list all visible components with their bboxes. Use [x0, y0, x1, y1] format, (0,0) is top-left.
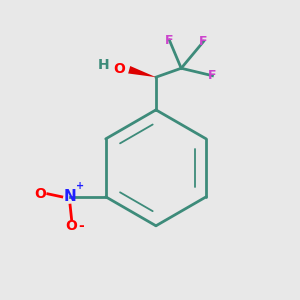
Text: F: F: [165, 34, 174, 46]
Polygon shape: [128, 66, 156, 77]
Text: -: -: [78, 219, 84, 232]
Text: O: O: [66, 219, 77, 232]
Text: O: O: [113, 62, 125, 76]
Text: O: O: [34, 187, 46, 201]
Text: N: N: [64, 189, 76, 204]
Text: H: H: [98, 58, 110, 72]
Text: F: F: [208, 69, 217, 82]
Text: F: F: [199, 35, 208, 48]
Text: +: +: [76, 181, 85, 190]
